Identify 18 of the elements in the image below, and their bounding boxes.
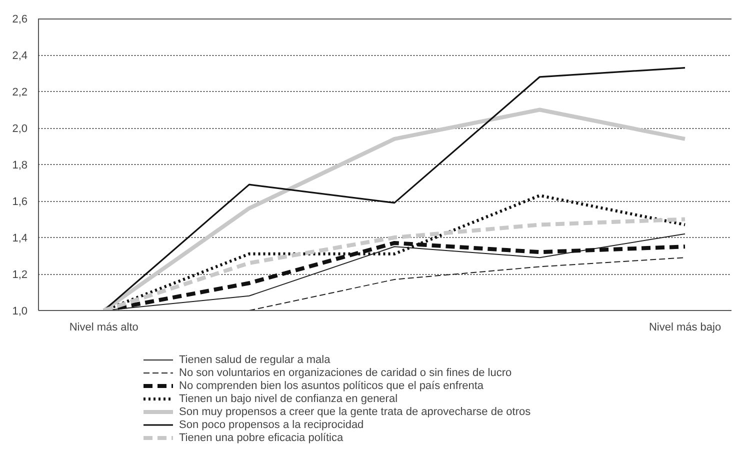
legend-label: Son poco propensos a la reciprocidad bbox=[179, 418, 364, 431]
y-tick-label: 1,6 bbox=[12, 196, 28, 208]
x-tick-label: Nivel más bajo bbox=[648, 322, 722, 334]
legend-label: No son voluntarios en organizaciones de caridad o sin fines de lucro bbox=[179, 366, 512, 379]
y-tick-label: 1,4 bbox=[12, 232, 28, 244]
legend-label: Tienen un bajo nivel de confianza en general bbox=[179, 392, 398, 405]
y-tick-label: 1,2 bbox=[12, 269, 28, 281]
y-tick-label: 2,6 bbox=[12, 14, 28, 26]
y-tick-label: 2,4 bbox=[12, 50, 28, 62]
legend-label: Son muy propensos a creer que la gente trata de aprovecharse de otros bbox=[179, 405, 531, 418]
legend-label: Tienen salud de regular a mala bbox=[179, 353, 330, 366]
legend-label: No comprenden bien los asuntos políticos que el país enfrenta bbox=[179, 379, 484, 392]
y-tick-label: 1,8 bbox=[12, 160, 28, 172]
legend-label: Tienen una pobre eficacia política bbox=[179, 431, 344, 444]
x-tick-label: Nivel más alto bbox=[69, 322, 138, 334]
y-tick-label: 2,2 bbox=[12, 86, 28, 98]
y-tick-label: 2,0 bbox=[12, 123, 28, 135]
y-tick-label: 1,0 bbox=[12, 306, 28, 318]
